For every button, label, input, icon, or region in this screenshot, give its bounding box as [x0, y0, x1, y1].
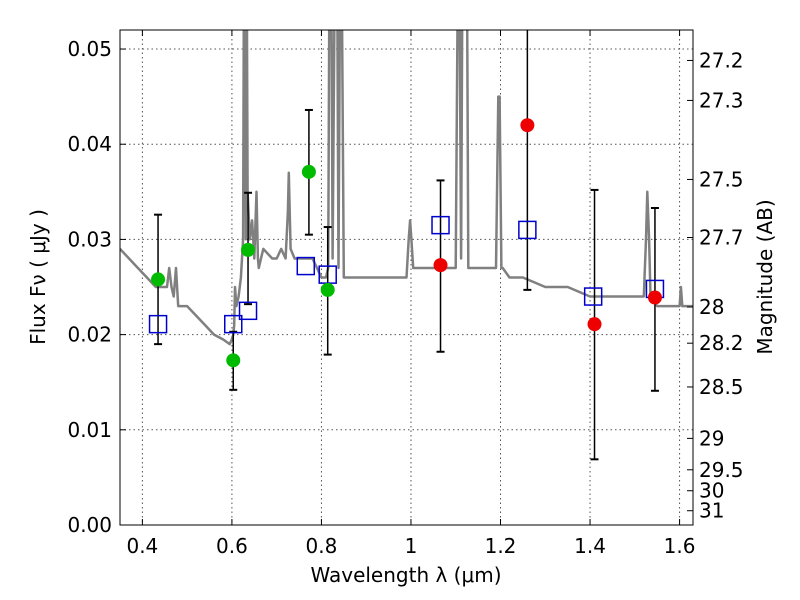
mag-tick-label: 27.2 — [699, 48, 744, 72]
plot-frame — [119, 29, 694, 526]
y-tick-label: 0.00 — [67, 513, 112, 537]
model-band-square — [518, 220, 537, 240]
data-point-green — [301, 164, 316, 179]
data-point-red — [647, 290, 662, 305]
y-tick-label: 0.03 — [67, 227, 112, 251]
data-point-green — [226, 353, 241, 368]
model-band-square — [431, 215, 450, 235]
model-band-square — [148, 314, 168, 334]
mag-tick-label: 28.5 — [699, 375, 744, 399]
x-tick-label: 1.6 — [664, 534, 696, 558]
grid-lines — [120, 30, 693, 526]
y-tick-label: 0.01 — [67, 418, 112, 442]
y-tick-label: 0.05 — [67, 37, 112, 61]
model-band-square — [583, 287, 603, 306]
data-point-green — [320, 282, 335, 297]
x-tick-label: 0.6 — [216, 534, 248, 558]
data-point-green — [151, 272, 166, 287]
mag-tick-label: 30 — [699, 479, 724, 503]
mag-tick-label: 29 — [699, 426, 724, 450]
plot-content — [120, 30, 693, 461]
right-axis-label: Magnitude (AB) — [753, 199, 777, 354]
model-band-square — [238, 301, 258, 321]
x-tick-label: 1 — [405, 534, 418, 558]
mag-tick-label: 29.5 — [699, 458, 744, 482]
model-band-square — [296, 256, 316, 276]
mag-tick-label: 31 — [699, 499, 724, 523]
y-axis-label: Flux Fν ( μJy ) — [26, 209, 50, 345]
x-axis-label: Wavelength λ (μm) — [310, 563, 501, 587]
x-tick-label: 1.2 — [485, 534, 517, 558]
x-axis-ticks: 0.4 0.6 0.8 1 1.2 1.4 1.6 — [126, 30, 695, 558]
model-band-square — [224, 314, 243, 334]
mag-tick-label: 27.7 — [699, 226, 744, 250]
x-tick-label: 1.4 — [574, 534, 606, 558]
y-axis-ticks: 0.00 0.01 0.02 0.03 0.04 0.05 — [67, 37, 126, 537]
mag-tick-label: 27.3 — [699, 88, 744, 112]
markers — [148, 118, 665, 368]
x-tick-label: 0.8 — [306, 534, 338, 558]
y-tick-label: 0.04 — [67, 132, 112, 156]
mag-tick-label: 28.2 — [699, 331, 744, 355]
x-tick-label: 0.4 — [126, 534, 158, 558]
mag-tick-label: 28 — [699, 295, 724, 319]
y-tick-label: 0.02 — [67, 323, 112, 347]
data-point-red — [433, 258, 448, 273]
data-point-green — [241, 242, 256, 257]
mag-tick-label: 27.5 — [699, 167, 744, 191]
data-point-red — [587, 317, 602, 332]
data-point-red — [520, 118, 535, 133]
